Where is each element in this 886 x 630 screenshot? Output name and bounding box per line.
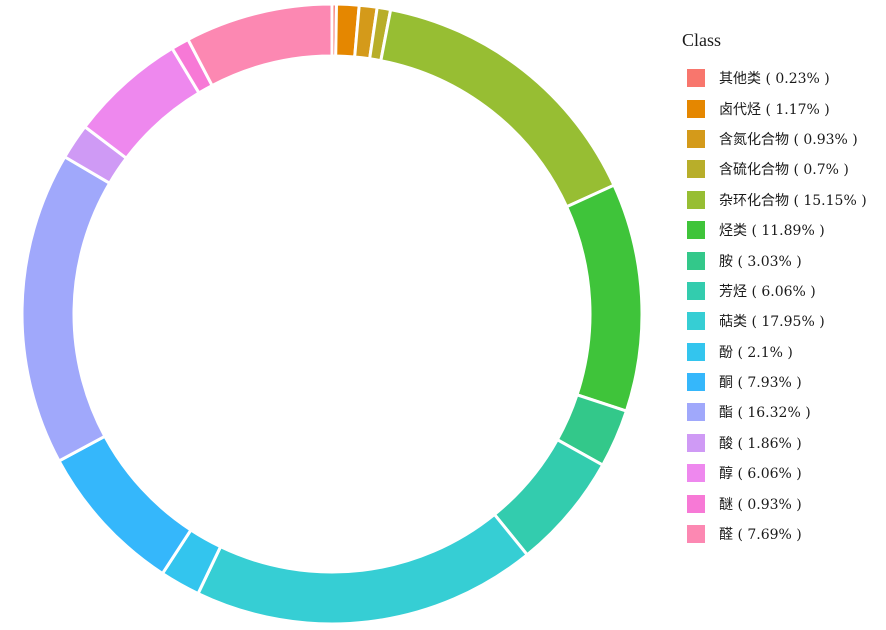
legend-items: 其他类 ( 0.23% ) 卤代烃 ( 1.17% ) 含氮化合物 ( 0.93% … [682, 63, 882, 549]
legend-swatch [687, 99, 705, 118]
legend-item: 醛 ( 7.69% ) [682, 519, 882, 549]
legend-label: 卤代烃 ( 1.17% ) [719, 101, 830, 118]
legend-item: 含硫化合物 ( 0.7% ) [682, 154, 882, 184]
legend-label: 酸 ( 1.86% ) [719, 435, 802, 452]
legend-swatch [687, 312, 705, 331]
legend-label: 萜类 ( 17.95% ) [719, 314, 825, 331]
donut-slice-10 [57, 434, 193, 576]
legend-swatch [687, 190, 705, 209]
legend-label: 其他类 ( 0.23% ) [719, 71, 830, 88]
legend-title: Class [682, 30, 722, 50]
legend-label: 胺 ( 3.03% ) [719, 253, 802, 270]
legend-item: 萜类 ( 17.95% ) [682, 306, 882, 336]
legend-swatch [687, 342, 705, 361]
legend-label: 醛 ( 7.69% ) [719, 527, 802, 544]
donut-slice-5 [564, 183, 644, 413]
legend-label: 酚 ( 2.1% ) [719, 344, 793, 361]
legend-swatch [687, 525, 705, 544]
legend-swatch [687, 221, 705, 240]
legend-item: 醚 ( 0.93% ) [682, 488, 882, 518]
donut-slice-8 [196, 512, 530, 626]
legend-item: 其他类 ( 0.23% ) [682, 63, 882, 93]
legend-label: 醚 ( 0.93% ) [719, 496, 802, 513]
legend-item: 杂环化合物 ( 15.15% ) [682, 185, 882, 215]
legend-label: 芳烃 ( 6.06% ) [719, 283, 816, 300]
legend-item: 烃类 ( 11.89% ) [682, 215, 882, 245]
legend-swatch [687, 494, 705, 513]
donut-chart [20, 2, 644, 626]
legend-item: 胺 ( 3.03% ) [682, 245, 882, 275]
legend-item: 醇 ( 6.06% ) [682, 458, 882, 488]
legend-swatch [687, 69, 705, 88]
legend-swatch [687, 281, 705, 300]
legend-label: 酯 ( 16.32% ) [719, 405, 811, 422]
legend-swatch [687, 433, 705, 452]
legend-item: 酚 ( 2.1% ) [682, 337, 882, 367]
donut-slice-11 [20, 154, 112, 463]
legend-label: 含硫化合物 ( 0.7% ) [719, 162, 849, 179]
legend: Class 其他类 ( 0.23% ) 卤代烃 ( 1.17% ) 含氮化合物 ( … [682, 30, 882, 549]
legend-item: 芳烃 ( 6.06% ) [682, 276, 882, 306]
legend-swatch [687, 129, 705, 148]
legend-swatch [687, 464, 705, 483]
legend-label: 含氮化合物 ( 0.93% ) [719, 131, 858, 148]
legend-label: 酮 ( 7.93% ) [719, 375, 802, 392]
legend-swatch [687, 373, 705, 392]
legend-item: 含氮化合物 ( 0.93% ) [682, 124, 882, 154]
legend-item: 酯 ( 16.32% ) [682, 397, 882, 427]
legend-swatch [687, 403, 705, 422]
legend-item: 卤代烃 ( 1.17% ) [682, 93, 882, 123]
legend-item: 酮 ( 7.93% ) [682, 367, 882, 397]
legend-label: 醇 ( 6.06% ) [719, 466, 802, 483]
legend-swatch [687, 160, 705, 179]
legend-swatch [687, 251, 705, 270]
legend-label: 杂环化合物 ( 15.15% ) [719, 192, 867, 209]
donut-slice-4 [379, 7, 616, 209]
legend-label: 烃类 ( 11.89% ) [719, 223, 825, 240]
legend-item: 酸 ( 1.86% ) [682, 428, 882, 458]
donut-slice-15 [185, 2, 334, 88]
